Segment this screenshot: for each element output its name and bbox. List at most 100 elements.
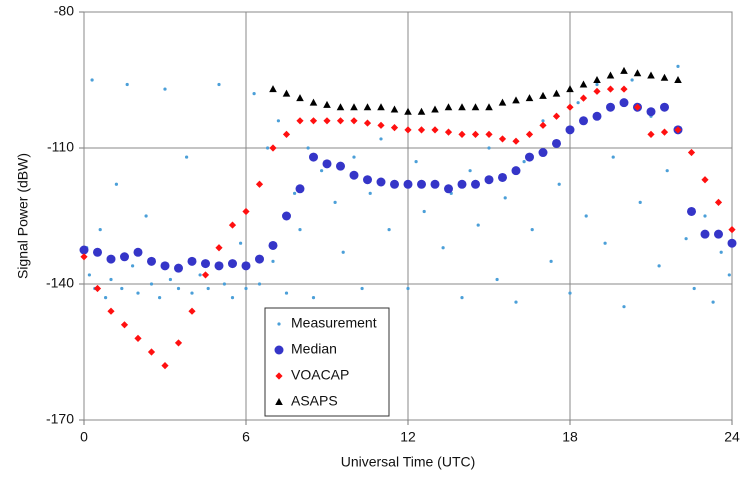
voacap-point	[350, 117, 358, 125]
median-point	[295, 184, 305, 194]
asaps-point	[471, 103, 480, 111]
voacap-point	[687, 148, 696, 157]
voacap-point	[458, 130, 466, 138]
voacap-point	[606, 85, 615, 93]
asaps-point	[498, 98, 507, 106]
median-point	[700, 229, 710, 239]
measurement-dot	[144, 214, 148, 218]
asaps-point	[633, 69, 642, 77]
asaps-point	[390, 105, 399, 113]
asaps-point	[309, 98, 318, 106]
median-point	[390, 179, 399, 189]
median-point	[274, 345, 284, 355]
measurement-dot	[244, 286, 248, 291]
measurement-dot	[595, 82, 599, 87]
median-point	[228, 259, 237, 269]
asaps-point	[566, 85, 574, 93]
measurement-dot	[341, 250, 345, 254]
voacap-point	[363, 119, 372, 127]
measurement-dot	[638, 200, 642, 204]
measurement-dot	[284, 291, 289, 295]
legend: Measurement Median VOACAP ASAPS	[264, 307, 390, 417]
voacap-point	[728, 226, 736, 234]
measurement-dot	[222, 282, 226, 286]
asaps-point	[363, 103, 372, 111]
measurement-dot	[239, 241, 243, 245]
series-2	[80, 85, 736, 370]
median-point	[430, 179, 440, 189]
voacap-point	[201, 271, 210, 279]
measurement-dot	[320, 169, 324, 173]
measurement-dot	[422, 209, 426, 214]
median-point	[511, 166, 521, 176]
voacap-point	[309, 117, 318, 125]
asaps-point	[282, 89, 291, 97]
median-point	[538, 148, 548, 158]
voacap-point	[228, 221, 237, 229]
asaps-point	[552, 89, 561, 97]
median-point	[417, 179, 426, 189]
voacap-point	[134, 334, 142, 342]
measurement-dot	[87, 273, 91, 277]
measurement-dot	[104, 296, 108, 300]
asaps-point	[458, 103, 466, 111]
asaps-point	[485, 103, 493, 111]
legend-label: VOACAP	[291, 367, 349, 383]
measurement-dot	[131, 264, 135, 268]
measurement-dot	[114, 182, 118, 186]
measurement-dot	[230, 296, 235, 300]
measurement-dot	[719, 250, 723, 254]
measurement-dot	[711, 300, 715, 304]
median-point	[727, 238, 737, 248]
measurement-dot	[703, 214, 707, 218]
voacap-point	[431, 126, 439, 134]
median-point	[403, 179, 413, 189]
median-point	[187, 256, 197, 266]
measurement-dot	[176, 286, 181, 291]
voacap-point	[161, 362, 169, 370]
voacap-point	[714, 198, 723, 206]
voacap-point	[147, 348, 156, 356]
voacap-point	[633, 103, 642, 111]
measurement-dot	[217, 82, 221, 87]
asaps-point	[404, 107, 412, 115]
measurement-dot	[109, 277, 113, 282]
voacap-point	[660, 128, 669, 136]
asaps-point	[512, 96, 520, 104]
series-1	[79, 98, 737, 273]
median-point	[660, 102, 669, 112]
voacap-point	[498, 135, 507, 143]
measurement-dot	[692, 286, 696, 291]
voacap-point	[485, 130, 493, 138]
measurement-dot	[557, 182, 561, 186]
measurement-dot	[495, 277, 499, 282]
median-point	[498, 172, 507, 182]
asaps-point	[417, 107, 426, 115]
x-tick-label: 6	[242, 429, 250, 445]
y-tick-label: -140	[46, 275, 74, 291]
median-point	[93, 247, 102, 257]
median-point	[120, 252, 129, 262]
median-point	[336, 161, 345, 171]
median-point	[349, 170, 359, 180]
measurement-dot	[611, 155, 615, 159]
measurement-dot	[406, 286, 410, 291]
voacap-point	[188, 307, 196, 315]
measurement-dot	[136, 291, 140, 295]
median-point	[606, 102, 615, 112]
voacap-point	[80, 253, 88, 261]
voacap-point	[390, 124, 399, 132]
legend-box	[264, 307, 390, 417]
asaps-point	[377, 103, 385, 111]
median-point	[484, 175, 494, 185]
legend-label: Median	[291, 341, 337, 357]
measurement-dot	[158, 296, 162, 300]
measurement-dot	[727, 273, 731, 277]
median-point	[444, 184, 453, 194]
measurement-dot	[684, 237, 688, 241]
measurement-dot	[522, 160, 526, 164]
legend-label: ASAPS	[291, 393, 338, 409]
median-point	[687, 206, 696, 216]
voacap-point	[620, 85, 628, 93]
voacap-point	[552, 112, 561, 120]
